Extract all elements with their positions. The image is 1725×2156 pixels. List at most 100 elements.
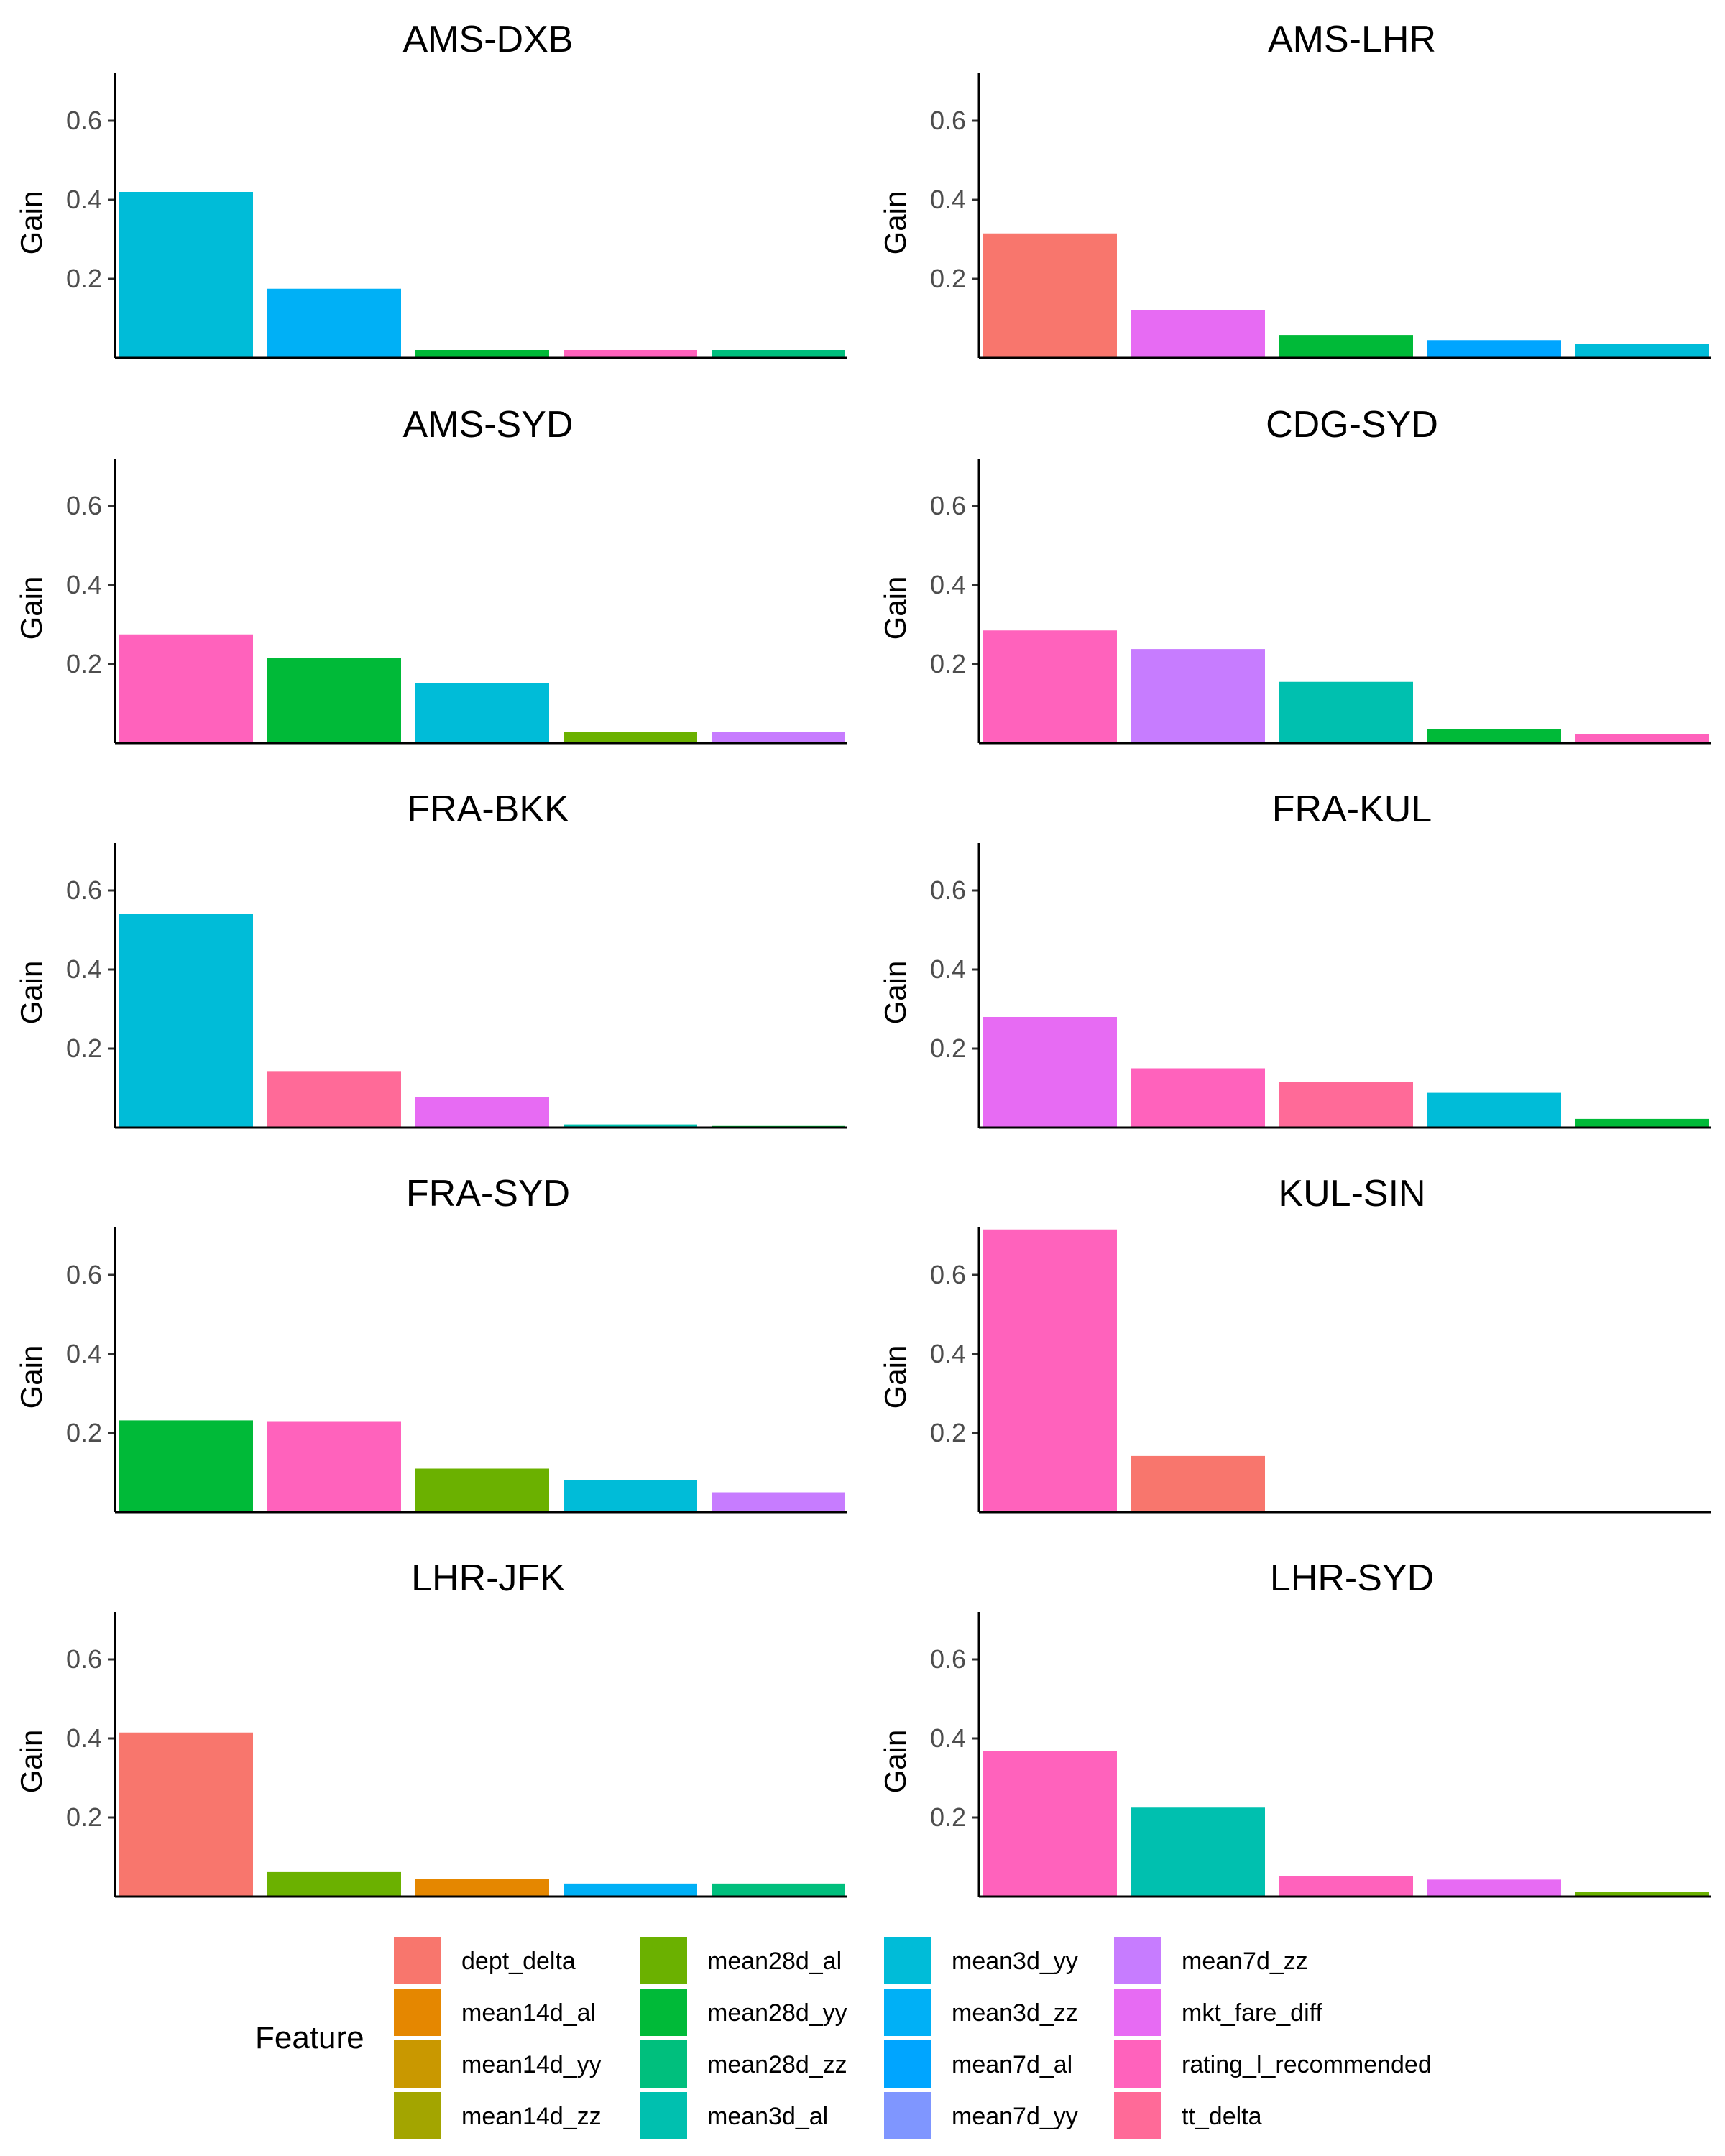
- y-tick-label-fra-syd-2: 0.6: [66, 1260, 102, 1289]
- legend-label-rating_l_recommended: rating_l_recommended: [1182, 2051, 1432, 2078]
- panel-title-cdg-syd: CDG-SYD: [1266, 404, 1438, 446]
- bar-ams-lhr-3: [1279, 335, 1413, 358]
- bar-cdg-syd-4: [1427, 729, 1561, 743]
- bar-fra-bkk-1: [119, 914, 253, 1128]
- bar-fra-syd-2: [267, 1421, 401, 1512]
- bar-ams-dxb-1: [119, 192, 253, 358]
- y-tick-label-cdg-syd-2: 0.6: [930, 491, 966, 520]
- bar-kul-sin-1: [983, 1229, 1117, 1512]
- legend-label-mean28d_al: mean28d_al: [707, 1948, 842, 1975]
- y-axis-title-fra-bkk: Gain: [14, 961, 48, 1025]
- legend-label-mean28d_zz: mean28d_zz: [707, 2051, 847, 2078]
- y-axis-title-ams-syd: Gain: [14, 576, 48, 640]
- bar-fra-kul-3: [1279, 1082, 1413, 1128]
- bar-lhr-jfk-3: [415, 1879, 549, 1897]
- panel-title-lhr-syd: LHR-SYD: [1270, 1557, 1434, 1599]
- bar-fra-bkk-3: [415, 1097, 549, 1128]
- bar-lhr-jfk-1: [119, 1732, 253, 1897]
- bar-fra-syd-4: [564, 1480, 697, 1512]
- bar-ams-lhr-5: [1576, 344, 1709, 358]
- y-tick-label-fra-bkk-1: 0.4: [66, 954, 102, 984]
- bar-ams-dxb-3: [415, 350, 549, 358]
- bar-ams-syd-1: [119, 634, 253, 743]
- legend-key-mean28d_zz: [640, 2040, 687, 2088]
- y-tick-label-ams-syd-0: 0.2: [66, 649, 102, 678]
- y-axis-title-lhr-syd: Gain: [878, 1730, 912, 1794]
- y-axis-title-ams-dxb: Gain: [14, 191, 48, 255]
- legend-label-dept_delta: dept_delta: [461, 1948, 576, 1975]
- y-axis-title-fra-syd: Gain: [14, 1345, 48, 1409]
- legend-key-mean7d_al: [884, 2040, 932, 2088]
- y-tick-label-kul-sin-0: 0.2: [930, 1418, 966, 1447]
- legend-key-mean28d_al: [640, 1937, 687, 1984]
- y-tick-label-kul-sin-2: 0.6: [930, 1260, 966, 1289]
- panel-title-fra-kul: FRA-KUL: [1272, 788, 1432, 830]
- bar-lhr-jfk-2: [267, 1871, 401, 1897]
- bar-fra-kul-2: [1131, 1068, 1265, 1128]
- y-tick-label-cdg-syd-1: 0.4: [930, 570, 966, 599]
- panel-title-fra-bkk: FRA-BKK: [407, 788, 569, 830]
- y-tick-label-fra-syd-0: 0.2: [66, 1418, 102, 1447]
- panel-title-lhr-jfk: LHR-JFK: [411, 1557, 565, 1599]
- legend-label-mean7d_zz: mean7d_zz: [1182, 1948, 1308, 1975]
- y-tick-label-fra-syd-1: 0.4: [66, 1339, 102, 1368]
- bar-cdg-syd-2: [1131, 649, 1265, 743]
- legend-label-mean3d_yy: mean3d_yy: [952, 1948, 1078, 1975]
- legend-label-mean7d_yy: mean7d_yy: [952, 2103, 1078, 2130]
- legend-key-mean14d_yy: [394, 2040, 441, 2088]
- bar-fra-syd-5: [712, 1492, 845, 1512]
- legend-label-mean3d_al: mean3d_al: [707, 2103, 828, 2130]
- y-tick-label-ams-dxb-1: 0.4: [66, 185, 102, 214]
- y-tick-label-lhr-jfk-1: 0.4: [66, 1723, 102, 1753]
- y-axis-title-kul-sin: Gain: [878, 1345, 912, 1409]
- bar-fra-kul-5: [1576, 1118, 1709, 1128]
- y-tick-label-ams-syd-1: 0.4: [66, 570, 102, 599]
- y-tick-label-ams-dxb-0: 0.2: [66, 264, 102, 293]
- bar-fra-syd-1: [119, 1420, 253, 1512]
- panel-title-fra-syd: FRA-SYD: [406, 1173, 570, 1215]
- bar-lhr-jfk-4: [564, 1883, 697, 1897]
- bar-lhr-syd-1: [983, 1751, 1117, 1897]
- y-tick-label-fra-bkk-0: 0.2: [66, 1033, 102, 1063]
- panel-title-ams-dxb: AMS-DXB: [403, 19, 574, 60]
- y-tick-label-kul-sin-1: 0.4: [930, 1339, 966, 1368]
- panel-title-ams-syd: AMS-SYD: [403, 404, 574, 446]
- legend-key-mean7d_zz: [1114, 1937, 1162, 1984]
- bar-ams-dxb-5: [712, 350, 845, 358]
- y-tick-label-ams-dxb-2: 0.6: [66, 106, 102, 135]
- legend-key-mean3d_yy: [884, 1937, 932, 1984]
- y-axis-title-cdg-syd: Gain: [878, 576, 912, 640]
- bar-cdg-syd-1: [983, 630, 1117, 743]
- legend-key-mean3d_zz: [884, 1989, 932, 2036]
- legend-key-rating_l_recommended: [1114, 2040, 1162, 2088]
- bar-kul-sin-2: [1131, 1455, 1265, 1512]
- bar-lhr-syd-2: [1131, 1807, 1265, 1897]
- y-axis-title-fra-kul: Gain: [878, 961, 912, 1025]
- y-tick-label-fra-kul-0: 0.2: [930, 1033, 966, 1063]
- legend-key-mkt_fare_diff: [1114, 1989, 1162, 2036]
- bar-ams-lhr-4: [1427, 340, 1561, 358]
- y-axis-title-ams-lhr: Gain: [878, 191, 912, 255]
- legend-key-mean14d_zz: [394, 2092, 441, 2139]
- bar-ams-dxb-4: [564, 350, 697, 358]
- y-axis-title-lhr-jfk: Gain: [14, 1730, 48, 1794]
- bar-lhr-jfk-5: [712, 1883, 845, 1897]
- legend-key-mean7d_yy: [884, 2092, 932, 2139]
- bar-ams-lhr-1: [983, 233, 1117, 358]
- bar-lhr-syd-3: [1279, 1876, 1413, 1897]
- legend-key-mean28d_yy: [640, 1989, 687, 2036]
- bar-lhr-syd-5: [1576, 1892, 1709, 1897]
- y-tick-label-ams-lhr-2: 0.6: [930, 106, 966, 135]
- legend-label-mean14d_al: mean14d_al: [461, 1999, 596, 2027]
- y-tick-label-cdg-syd-0: 0.2: [930, 649, 966, 678]
- y-tick-label-lhr-syd-1: 0.4: [930, 1723, 966, 1753]
- legend-key-dept_delta: [394, 1937, 441, 1984]
- bar-ams-syd-4: [564, 732, 697, 743]
- legend-label-mean28d_yy: mean28d_yy: [707, 1999, 847, 2027]
- panel-title-kul-sin: KUL-SIN: [1278, 1173, 1425, 1215]
- y-tick-label-ams-lhr-0: 0.2: [930, 264, 966, 293]
- legend-label-mean7d_al: mean7d_al: [952, 2051, 1072, 2078]
- y-tick-label-fra-bkk-2: 0.6: [66, 875, 102, 905]
- bar-cdg-syd-3: [1279, 681, 1413, 743]
